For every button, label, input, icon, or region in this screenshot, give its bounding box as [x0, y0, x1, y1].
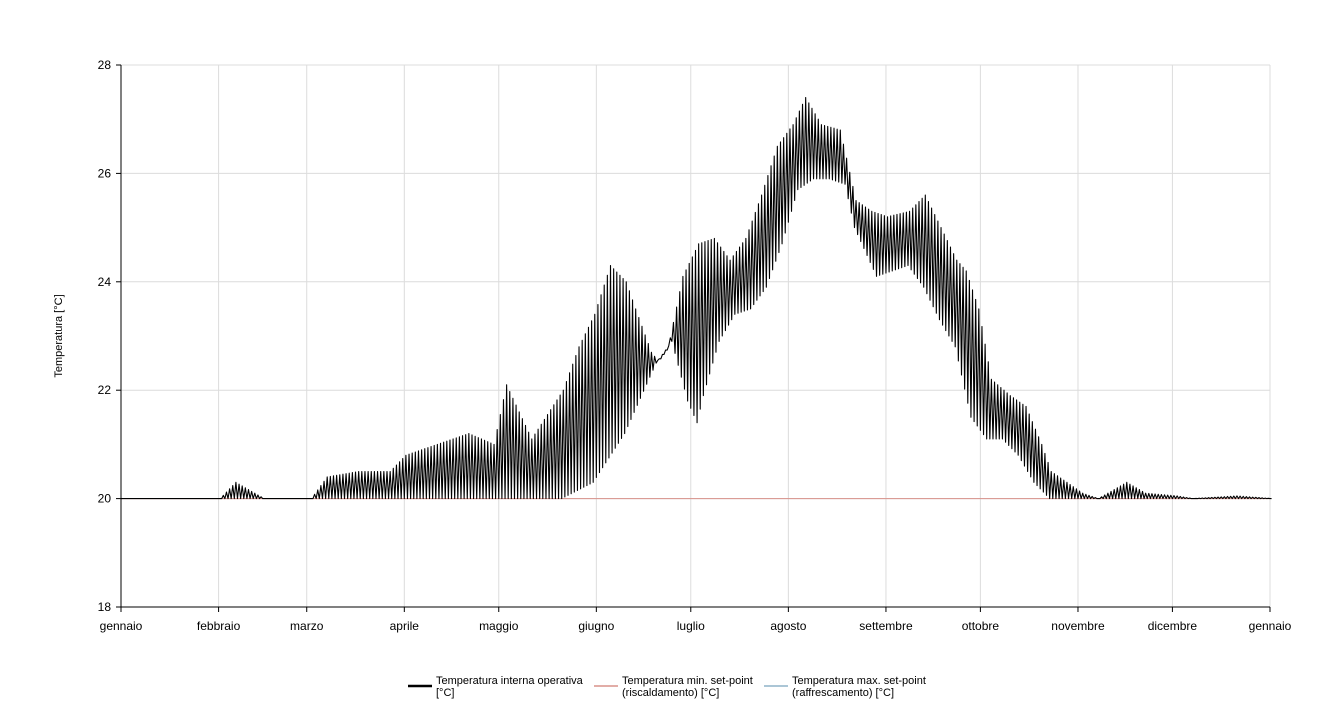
x-tick-label: febbraio [197, 619, 241, 633]
x-tick-label: settembre [859, 619, 913, 633]
y-tick-label: 22 [98, 383, 112, 397]
x-tick-label: agosto [770, 619, 806, 633]
legend-item: Temperatura interna operativa[°C] [408, 675, 584, 699]
indoor-temperature-series [121, 96, 1272, 500]
legend-label-line1: Temperatura max. set-point [792, 675, 926, 687]
y-tick-labels: 18 20 22 24 26 28 [98, 58, 112, 614]
x-tick-label: ottobre [962, 619, 1000, 633]
y-tick-label: 18 [98, 600, 112, 614]
axes [116, 64, 1271, 612]
legend-label-line2: [°C] [436, 687, 454, 699]
x-tick-label: marzo [290, 619, 324, 633]
indoor-temperature-line [121, 96, 1272, 500]
legend-label-line2: (riscaldamento) [°C] [622, 687, 719, 699]
y-tick-label: 24 [98, 275, 112, 289]
x-tick-label: giugno [578, 619, 614, 633]
legend-item: Temperatura max. set-point(raffrescament… [764, 675, 926, 699]
legend-label-line1: Temperatura min. set-point [622, 675, 753, 687]
x-tick-label: gennaio [1249, 619, 1292, 633]
legend-label-line2: (raffrescamento) [°C] [792, 687, 894, 699]
legend-label-line1: Temperatura interna operativa [436, 675, 584, 687]
y-axis-title: Temperatura [°C] [53, 294, 65, 377]
legend: Temperatura interna operativa[°C]Tempera… [408, 675, 926, 699]
x-tick-label: aprile [390, 619, 420, 633]
x-tick-labels: gennaio febbraio marzo aprile maggio giugno lu… [100, 619, 1292, 633]
legend-item: Temperatura min. set-point(riscaldamento… [594, 675, 753, 699]
x-tick-label: dicembre [1148, 619, 1198, 633]
x-tick-label: luglio [677, 619, 705, 633]
x-tick-label: maggio [479, 619, 519, 633]
x-tick-label: gennaio [100, 619, 143, 633]
y-tick-label: 20 [98, 492, 112, 506]
grid-lines [120, 64, 1271, 608]
y-tick-label: 26 [98, 166, 112, 180]
x-tick-label: novembre [1051, 619, 1105, 633]
y-tick-label: 28 [98, 58, 112, 72]
